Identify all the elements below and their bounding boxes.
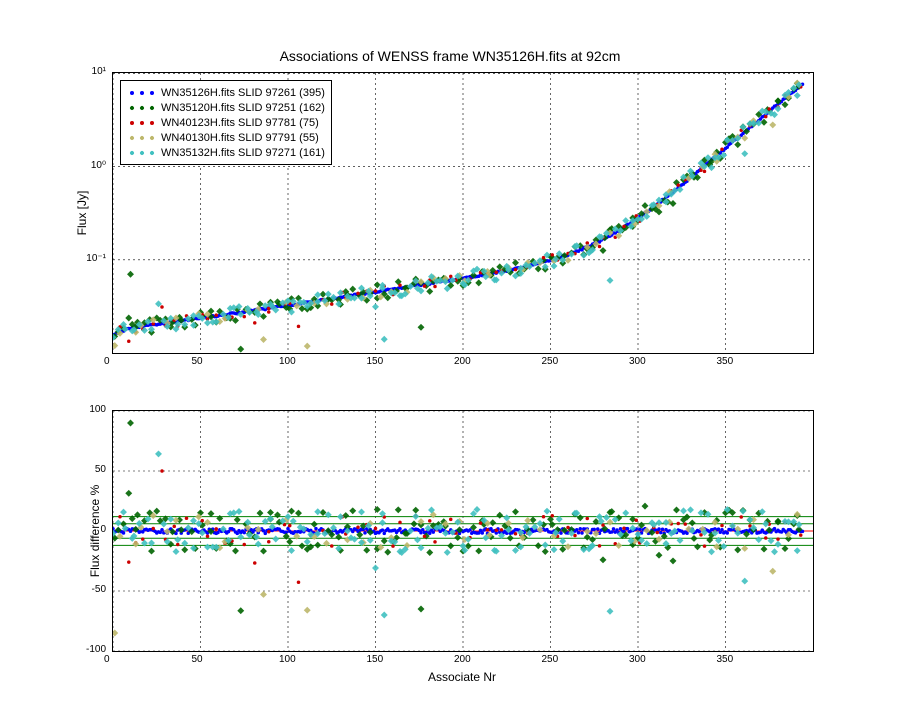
xtick-label: 350: [717, 654, 734, 665]
bottom-xlabel: Associate Nr: [112, 670, 812, 684]
ytick-label: 10⁻¹: [86, 253, 106, 264]
xtick-label: 150: [367, 654, 384, 665]
legend-label: WN35126H.fits SLID 97261 (395): [161, 87, 325, 99]
legend-label: WN35120H.fits SLID 97251 (162): [161, 102, 325, 114]
legend-label: WN35132H.fits SLID 97271 (161): [161, 147, 325, 159]
xtick-label: 50: [192, 356, 203, 367]
legend-marker-icon: [127, 88, 157, 98]
xtick-label: 300: [629, 654, 646, 665]
legend: WN35126H.fits SLID 97261 (395) WN35120H.f…: [120, 80, 332, 165]
legend-label: WN40123H.fits SLID 97781 (75): [161, 117, 319, 129]
xtick-label: 0: [104, 356, 110, 367]
xtick-label: 0: [104, 654, 110, 665]
legend-item: WN40123H.fits SLID 97781 (75): [127, 115, 325, 130]
legend-item: WN40130H.fits SLID 97791 (55): [127, 130, 325, 145]
chart-title: Associations of WENSS frame WN35126H.fit…: [0, 48, 900, 64]
xtick-label: 300: [629, 356, 646, 367]
xtick-label: 350: [717, 356, 734, 367]
ytick-label: 50: [95, 464, 106, 475]
legend-marker-icon: [127, 148, 157, 158]
ytick-label: 10¹: [92, 66, 106, 77]
xtick-label: 200: [454, 654, 471, 665]
xtick-label: 100: [279, 654, 296, 665]
xtick-label: 200: [454, 356, 471, 367]
legend-marker-icon: [127, 118, 157, 128]
bottom-plot: [112, 410, 814, 652]
figure: Associations of WENSS frame WN35126H.fit…: [0, 0, 900, 720]
legend-label: WN40130H.fits SLID 97791 (55): [161, 132, 319, 144]
legend-marker-icon: [127, 103, 157, 113]
xtick-label: 250: [542, 654, 559, 665]
legend-item: WN35126H.fits SLID 97261 (395): [127, 85, 325, 100]
ytick-label: -100: [86, 644, 106, 655]
legend-item: WN35120H.fits SLID 97251 (162): [127, 100, 325, 115]
ytick-label: 0: [100, 524, 106, 535]
xtick-label: 150: [367, 356, 384, 367]
ytick-label: 100: [89, 404, 106, 415]
legend-marker-icon: [127, 133, 157, 143]
xtick-label: 100: [279, 356, 296, 367]
ytick-label: 10⁰: [91, 160, 106, 171]
legend-item: WN35132H.fits SLID 97271 (161): [127, 145, 325, 160]
xtick-label: 50: [192, 654, 203, 665]
top-ylabel: Flux [Jy]: [75, 183, 89, 243]
xtick-label: 250: [542, 356, 559, 367]
ytick-label: -50: [92, 584, 106, 595]
